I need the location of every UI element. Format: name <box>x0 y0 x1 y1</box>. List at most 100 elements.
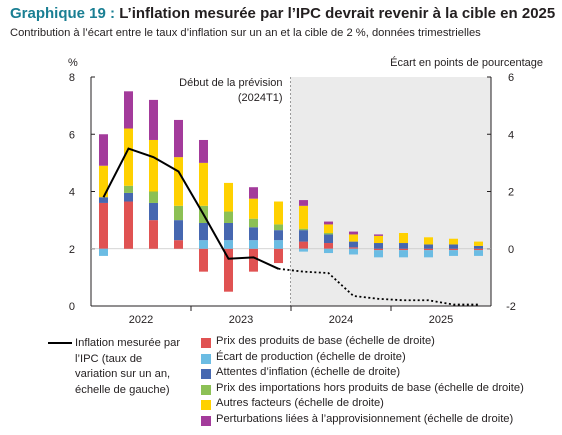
bar-attentes <box>374 243 383 249</box>
right-tick-label: -2 <box>506 301 516 313</box>
legend-label: Écart de production (échelle de droite) <box>216 350 406 363</box>
bar-perturbations <box>374 234 383 236</box>
chart-number: Graphique 19 : <box>10 5 116 22</box>
bar-ecart <box>299 248 308 252</box>
bar-autres <box>449 238 458 245</box>
bar-autres <box>274 201 283 225</box>
forecast-region <box>290 77 491 306</box>
bar-ecart <box>249 240 258 249</box>
left-tick-label: 4 <box>69 187 75 199</box>
year-label: 2023 <box>229 314 253 326</box>
bar-base <box>349 247 358 249</box>
bar-base <box>374 248 383 251</box>
bar-base <box>474 248 483 251</box>
bar-perturbations <box>149 99 158 140</box>
cpi-line-forecast <box>278 267 479 306</box>
bar-perturbations <box>349 231 358 235</box>
bar-autres <box>149 139 158 192</box>
bar-importations <box>124 185 133 193</box>
bar-importations <box>324 233 333 235</box>
bar-autres <box>174 157 183 206</box>
bar-base <box>324 243 333 249</box>
bar-autres <box>124 128 133 186</box>
left-tick-label: 2 <box>69 244 75 256</box>
bar-attentes <box>199 222 208 241</box>
bar-autres <box>249 198 258 219</box>
legend-line-label: Inflation mesurée par l’IPC (taux de var… <box>75 337 181 397</box>
bar-perturbations <box>99 134 108 166</box>
bar-base <box>449 248 458 251</box>
bar-ecart <box>349 248 358 255</box>
bar-ecart <box>399 250 408 258</box>
bar-base <box>99 202 108 249</box>
bar-perturbations <box>124 91 133 129</box>
bar-perturbations <box>174 119 183 158</box>
bar-perturbations <box>324 221 333 225</box>
bar-base <box>149 220 158 249</box>
bar-base <box>174 240 183 249</box>
bar-ecart <box>99 248 108 256</box>
legend-label: Attentes d’inflation (échelle de droite) <box>216 366 401 379</box>
legend-line-swatch <box>48 342 72 344</box>
bar-ecart <box>474 250 483 256</box>
bar-base <box>399 248 408 251</box>
bar-autres <box>349 234 358 242</box>
bar-autres <box>299 205 308 229</box>
bar-base <box>224 248 233 292</box>
bar-importations <box>149 191 158 203</box>
chart-title: Graphique 19 : L’inflation mesurée par l… <box>10 5 555 22</box>
bar-autres <box>99 165 108 198</box>
year-label: 2022 <box>129 314 153 326</box>
bar-importations <box>174 205 183 221</box>
bar-base <box>124 201 133 249</box>
bar-attentes <box>174 220 183 241</box>
bar-autres <box>424 237 433 245</box>
left-tick-label: 8 <box>69 72 75 84</box>
right-tick-label: 0 <box>508 244 514 256</box>
legend-swatch <box>201 338 211 348</box>
bar-ecart <box>324 248 333 254</box>
left-tick-label: 0 <box>69 301 75 313</box>
right-tick-label: 2 <box>508 187 514 199</box>
bar-importations <box>274 224 283 231</box>
bar-attentes <box>324 234 333 244</box>
bar-base <box>249 248 258 272</box>
legend-label: Prix des importations hors produits de b… <box>216 381 524 394</box>
bar-perturbations <box>199 139 208 163</box>
bar-attentes <box>249 227 258 241</box>
legend-swatch <box>201 353 211 364</box>
bar-attentes <box>449 244 458 249</box>
bar-autres <box>199 162 208 206</box>
legend-swatch <box>201 416 211 426</box>
bar-base <box>424 248 433 251</box>
forecast-label-line2: (2024T1) <box>238 92 283 104</box>
bar-attentes <box>299 230 308 242</box>
legend-label: Autres facteurs (échelle de droite) <box>216 397 384 410</box>
legend-swatch <box>201 400 211 411</box>
right-tick-label: 6 <box>508 72 514 84</box>
bar-attentes <box>124 192 133 202</box>
bar-importations <box>224 211 233 223</box>
bar-base <box>199 248 208 272</box>
right-axis-unit: Écart en points de pourcentage <box>390 56 543 69</box>
legend-label: Perturbations liées à l’approvisionnemen… <box>216 413 514 425</box>
right-tick-label: 4 <box>508 129 514 141</box>
bar-perturbations <box>299 200 308 206</box>
bar-autres <box>474 241 483 246</box>
year-label: 2025 <box>429 314 453 326</box>
bar-attentes <box>349 241 358 248</box>
bar-autres <box>374 235 383 244</box>
bar-attentes <box>424 244 433 249</box>
bar-attentes <box>149 202 158 221</box>
bar-ecart <box>199 240 208 249</box>
bar-ecart <box>424 250 433 258</box>
bar-attentes <box>224 222 233 241</box>
cpi-line-history <box>102 147 279 270</box>
bar-attentes <box>474 245 483 249</box>
bar-ecart <box>224 240 233 249</box>
bar-base <box>299 241 308 249</box>
bar-importations <box>299 228 308 231</box>
bar-base <box>274 248 283 264</box>
